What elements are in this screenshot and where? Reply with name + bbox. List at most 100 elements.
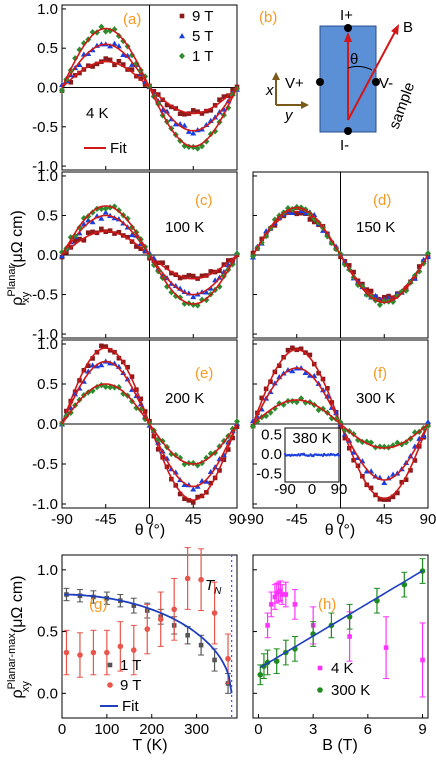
- inset-x-tick: -90: [274, 481, 296, 498]
- x-tick-label: 0: [58, 721, 66, 738]
- x-tick-label: 45: [376, 511, 393, 528]
- y-axis-label-sub: xy: [20, 291, 32, 303]
- x-axis-label: θ (°): [325, 522, 355, 539]
- data-point: [85, 363, 91, 369]
- data-point: [351, 457, 356, 463]
- contact-right: [372, 78, 380, 86]
- x-tick-label: 90: [420, 511, 436, 528]
- data-point: [103, 56, 109, 61]
- data-point: [169, 104, 174, 110]
- inset-y-tick: 0.5: [261, 427, 282, 444]
- data-point: [359, 283, 366, 290]
- legend-label: 1 T: [192, 48, 213, 65]
- data-point: [116, 229, 122, 235]
- data-point: [102, 28, 109, 35]
- data-point: [177, 491, 183, 497]
- fit-curve: [64, 593, 233, 694]
- data-point: [225, 258, 231, 263]
- data-point: [195, 109, 200, 115]
- data-point: [416, 264, 422, 269]
- data-point: [208, 269, 214, 274]
- y-tick-label: 1.0: [37, 1, 58, 18]
- data-point: [184, 575, 191, 582]
- data-point: [190, 130, 197, 136]
- legend-label: 9 T: [192, 8, 213, 25]
- data-point: [90, 649, 97, 656]
- data-point: [94, 61, 100, 67]
- tn-subscript: N: [214, 586, 222, 597]
- data-point: [216, 456, 223, 462]
- legend-label: 4 K: [331, 660, 354, 677]
- data-point: [131, 603, 137, 608]
- panel-label-d: (d): [373, 192, 391, 209]
- data-point: [250, 252, 256, 260]
- y-tick-label: -0.5: [32, 287, 58, 304]
- data-point: [129, 61, 135, 67]
- data-point: [107, 228, 113, 233]
- legend-label: Fit: [110, 140, 127, 157]
- y-label-sub: xy: [20, 681, 32, 693]
- data-point: [182, 496, 187, 502]
- legend-label: Fit: [122, 698, 139, 715]
- x-tick-label: 90: [229, 511, 246, 528]
- data-point: [63, 649, 70, 656]
- data-point: [199, 273, 205, 279]
- label-i-plus: I+: [340, 7, 353, 24]
- data-point: [164, 102, 170, 108]
- data-point: [271, 380, 278, 386]
- data-point: [104, 649, 110, 656]
- inset-x-tick: 90: [331, 481, 348, 498]
- inset-temperature: 380 K: [292, 430, 331, 447]
- data-point: [90, 356, 95, 361]
- data-point: [307, 352, 313, 358]
- data-point: [190, 293, 197, 300]
- data-point: [190, 108, 196, 113]
- data-point: [99, 343, 104, 349]
- data-point: [137, 406, 144, 413]
- data-point: [368, 485, 374, 491]
- x-tick-label: 45: [185, 511, 202, 528]
- data-point: [328, 415, 335, 422]
- data-point: [294, 211, 300, 217]
- fit-curve: [252, 206, 429, 304]
- data-point: [112, 231, 117, 236]
- label-theta: θ: [350, 51, 358, 68]
- data-point: [221, 94, 227, 99]
- data-point: [102, 205, 109, 212]
- legend-marker: [179, 52, 185, 60]
- data-point: [142, 82, 148, 87]
- panel-label-a: (a): [123, 11, 141, 28]
- data-point: [172, 292, 179, 300]
- data-point: [420, 657, 425, 663]
- data-point: [355, 281, 361, 289]
- data-point: [395, 490, 400, 496]
- legend-marker: [179, 13, 185, 19]
- data-point: [116, 355, 122, 361]
- data-point: [120, 51, 127, 58]
- panel-frame-h: [252, 554, 429, 719]
- data-point: [76, 46, 83, 53]
- x-tick-label: 0: [145, 511, 153, 528]
- data-point: [212, 128, 219, 135]
- data-point: [234, 250, 240, 257]
- y-label-symbol: ρ: [9, 689, 26, 698]
- data-point: [217, 268, 222, 274]
- data-point: [273, 658, 280, 664]
- y-tick-label: 0.0: [37, 247, 58, 264]
- data-point: [90, 64, 95, 69]
- x-axis-label: B (T): [322, 737, 358, 754]
- data-point: [220, 268, 227, 275]
- y-tick-label: 0.5: [37, 376, 58, 393]
- contact-bottom: [344, 127, 352, 135]
- legend-label: 5 T: [192, 28, 213, 45]
- x-tick-label: -90: [51, 511, 73, 528]
- data-point: [425, 418, 431, 425]
- data-point: [368, 288, 374, 294]
- data-point: [157, 616, 164, 623]
- data-point: [408, 468, 413, 473]
- data-point: [72, 238, 78, 244]
- data-point: [68, 79, 74, 85]
- data-point: [171, 606, 177, 613]
- fit-line: [259, 570, 423, 669]
